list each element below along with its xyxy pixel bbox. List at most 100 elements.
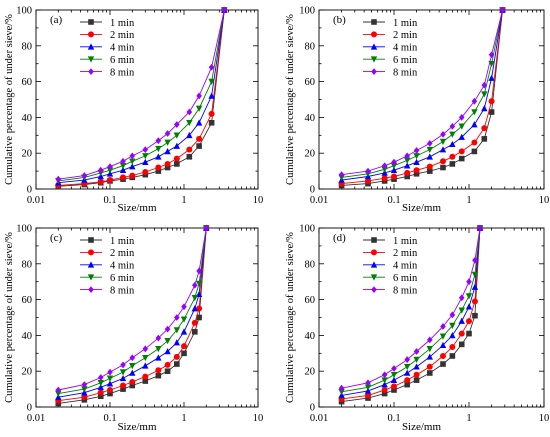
panel-label: (b)	[333, 14, 346, 26]
legend-label: 1 min	[110, 18, 135, 29]
data-point	[164, 164, 171, 171]
y-tick-label: 20	[305, 367, 316, 378]
data-point	[381, 377, 388, 384]
data-point	[465, 303, 473, 310]
data-point	[458, 330, 465, 337]
legend-marker	[88, 68, 94, 75]
data-point	[439, 352, 446, 359]
data-point	[381, 381, 388, 388]
legend-item: 1 min	[363, 18, 418, 29]
data-point	[164, 160, 171, 167]
y-tick-label: 100	[299, 224, 315, 235]
legend-marker	[371, 68, 377, 75]
y-tick-label: 20	[22, 149, 33, 160]
data-point	[439, 158, 446, 165]
data-point	[338, 171, 345, 179]
data-point	[449, 131, 456, 138]
data-point	[142, 146, 149, 154]
data-point	[55, 175, 62, 183]
y-tick-label: 40	[305, 331, 316, 342]
legend-item: 4 min	[80, 261, 135, 272]
series-8-min	[55, 224, 210, 394]
data-point	[155, 145, 162, 153]
data-point	[458, 114, 465, 121]
data-point	[120, 361, 126, 369]
data-point	[120, 174, 127, 181]
y-axis-label: Cumulative percentage of under sieve/%	[4, 14, 15, 185]
legend-label: 8 min	[110, 285, 135, 296]
legend-label: 2 min	[110, 248, 135, 259]
data-point	[173, 327, 181, 334]
data-point	[120, 382, 127, 389]
data-point	[97, 374, 104, 381]
data-point	[458, 123, 465, 130]
data-point	[107, 368, 113, 376]
data-point	[471, 109, 478, 116]
data-point	[107, 163, 113, 171]
data-point	[195, 280, 203, 287]
data-point	[195, 105, 203, 112]
data-point	[338, 384, 345, 392]
data-point	[142, 345, 149, 353]
y-tick-label: 40	[22, 113, 33, 124]
legend-label: 4 min	[110, 43, 135, 54]
data-point	[195, 119, 203, 126]
data-point	[174, 121, 180, 128]
data-point	[466, 278, 472, 286]
data-point	[174, 314, 180, 321]
data-point	[106, 167, 114, 174]
data-point	[164, 130, 171, 137]
data-point	[142, 168, 149, 175]
data-point	[173, 155, 180, 162]
data-point	[426, 370, 433, 376]
data-point	[391, 158, 397, 166]
data-point	[173, 339, 181, 346]
data-point	[391, 387, 397, 393]
data-point	[481, 81, 488, 89]
x-axis-label: Size/mm	[402, 202, 442, 214]
data-point	[155, 164, 162, 171]
panel-label: (a)	[50, 14, 63, 26]
plot-frame	[318, 227, 545, 408]
data-point	[120, 386, 126, 392]
plot-frame	[318, 9, 545, 190]
data-point	[488, 109, 495, 115]
chart-panel-b: 0.01 0.1 1 10020406080100Size/mmCumulative …	[285, 6, 549, 215]
data-point	[174, 161, 180, 167]
data-point	[186, 119, 193, 127]
legend-marker	[88, 237, 94, 243]
legend-label: 8 min	[110, 67, 135, 78]
data-point	[164, 325, 171, 333]
data-point	[221, 6, 228, 14]
x-tick-label: 10	[539, 195, 550, 206]
data-point	[181, 303, 187, 311]
data-point	[472, 256, 478, 264]
data-point	[164, 348, 171, 355]
y-tick-label: 0	[27, 403, 32, 414]
data-point	[191, 295, 199, 302]
legend-item: 4 min	[363, 261, 418, 272]
x-tick-label: 0.01	[27, 195, 45, 206]
data-point	[413, 153, 420, 160]
data-point	[186, 146, 193, 153]
x-tick-label: 10	[539, 413, 550, 424]
y-axis-label: Cumulative percentage of under sieve/%	[285, 232, 296, 403]
x-tick-label: 0.1	[387, 413, 400, 424]
legend-item: 4 min	[363, 43, 418, 54]
data-point	[440, 323, 446, 330]
data-point	[426, 336, 433, 344]
legend-marker	[370, 43, 378, 50]
data-point	[471, 148, 478, 155]
data-point	[191, 319, 198, 326]
data-point	[155, 137, 162, 145]
data-point	[196, 135, 203, 142]
data-point	[203, 224, 210, 232]
data-point	[55, 390, 62, 397]
y-tick-label: 60	[305, 77, 316, 88]
data-point	[164, 337, 171, 345]
data-point	[107, 177, 113, 184]
legend-label: 6 min	[110, 273, 135, 284]
legend-item: 8 min	[363, 67, 418, 78]
legend-label: 4 min	[393, 261, 418, 272]
